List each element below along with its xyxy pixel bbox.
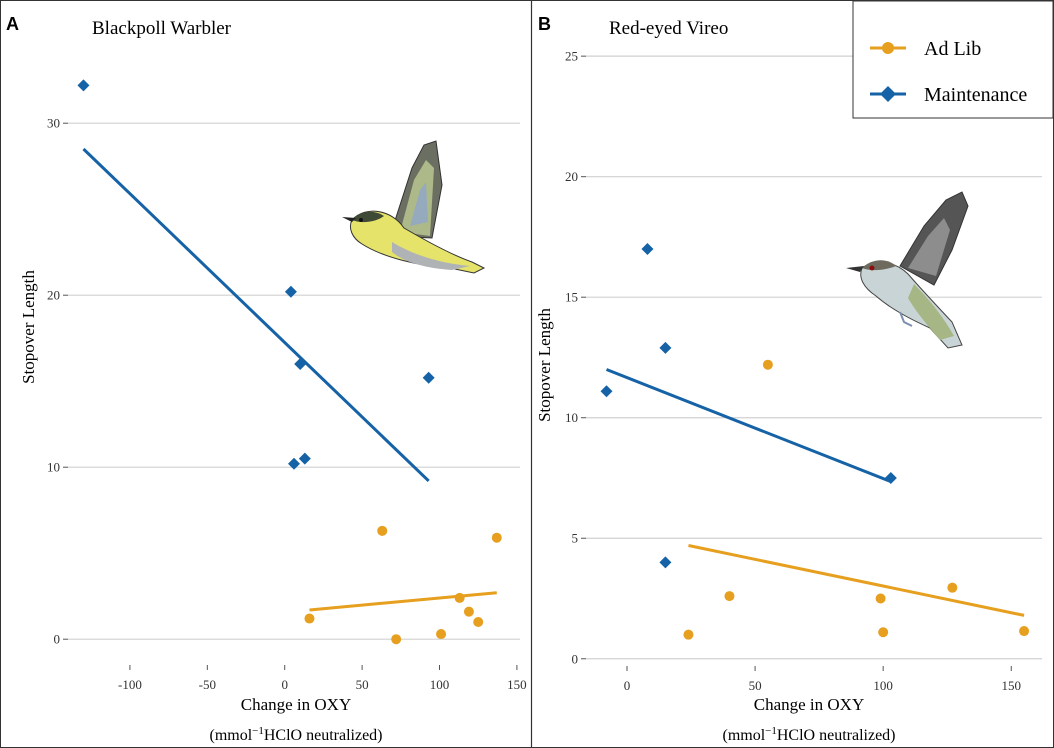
points-a (77, 79, 502, 645)
x-tick-label-a: 100 (430, 677, 450, 692)
y-tick-label-b: 10 (565, 410, 578, 425)
ticks-b: 0 5 10 15 20 25 0 50 100 150 (565, 49, 1021, 693)
point-maintenance-a (422, 371, 435, 384)
x-axis-unit-b: (mmol−1HClO neutralized) (722, 725, 895, 744)
point-maintenance-a (294, 358, 307, 370)
chart-title-b: Red-eyed Vireo (609, 18, 728, 39)
red-eyed-vireo-illustration (846, 191, 969, 349)
x-tick-label-a: 50 (356, 677, 369, 692)
y-tick-label-a: 0 (54, 632, 61, 647)
point-ad-lib-b (878, 627, 889, 638)
point-ad-lib-a (491, 532, 502, 543)
point-ad-lib-a (391, 634, 402, 645)
point-ad-lib-a (304, 613, 315, 624)
x-axis-label-b: Change in OXY (754, 695, 864, 714)
point-ad-lib-b (724, 591, 735, 602)
panel-letter-a: A (6, 14, 19, 34)
x-tick-label-b: 150 (1002, 678, 1022, 693)
legend: Ad Lib Maintenance (852, 0, 1054, 119)
point-maintenance-a (288, 457, 300, 470)
x-tick-label-a: 0 (281, 677, 288, 692)
point-maintenance-b (659, 341, 672, 354)
fit-line-ad-lib-a (309, 591, 497, 612)
legend-label-maintenance: Maintenance (924, 84, 1027, 106)
point-ad-lib-a (473, 617, 484, 627)
panel-a: A Blackpoll Warbler Stopover Length Chan… (6, 14, 527, 744)
point-ad-lib-a (463, 606, 474, 617)
point-maintenance-b (884, 471, 897, 484)
point-ad-lib-b (683, 629, 694, 640)
x-tick-label-b: 100 (873, 678, 893, 693)
legend-marker-maintenance (880, 86, 896, 102)
blackpoll-warbler-illustration (342, 140, 486, 274)
points-b (600, 242, 1030, 640)
point-ad-lib-b (1019, 626, 1030, 637)
point-ad-lib-a (377, 525, 388, 536)
legend-item-ad-lib: Ad Lib (870, 38, 981, 60)
x-tick-label-a: -100 (118, 677, 142, 692)
fit-line-maintenance-a (82, 147, 430, 483)
y-tick-label-b: 25 (565, 49, 578, 64)
y-tick-label-b: 0 (572, 651, 579, 666)
point-ad-lib-b (762, 359, 773, 370)
x-tick-label-b: 50 (749, 678, 762, 693)
point-maintenance-a (284, 285, 297, 298)
x-tick-label-a: -50 (199, 677, 216, 692)
chart-title-a: Blackpoll Warbler (92, 18, 232, 39)
y-tick-label-b: 5 (572, 531, 579, 546)
fit-line-ad-lib-b (688, 544, 1025, 617)
point-maintenance-a (77, 79, 90, 92)
y-axis-label-b: Stopover Length (535, 308, 554, 422)
panel-b: B Red-eyed Vireo Stopover Length Change … (535, 14, 1042, 744)
fit-lines-b (605, 368, 1025, 617)
point-maintenance-a (298, 452, 311, 465)
point-maintenance-b (659, 556, 672, 569)
legend-marker-ad-lib (882, 42, 894, 54)
point-maintenance-b (641, 242, 654, 255)
point-ad-lib-a (436, 629, 447, 640)
legend-item-maintenance: Maintenance (870, 84, 1027, 106)
point-ad-lib-b (947, 582, 958, 593)
point-ad-lib-a (454, 592, 465, 603)
legend-box (852, 0, 1054, 119)
panel-letter-b: B (538, 14, 551, 34)
ticks-a: 0 10 20 30 -100 -50 0 50 100 150 (47, 116, 527, 692)
fit-lines-a (82, 147, 497, 612)
legend-label-ad-lib: Ad Lib (924, 38, 981, 60)
x-tick-label-a: 150 (507, 677, 527, 692)
point-maintenance-b (600, 385, 613, 398)
y-axis-label-a: Stopover Length (19, 270, 38, 384)
y-tick-label-a: 10 (47, 460, 60, 475)
x-axis-unit-a: (mmol−1HClO neutralized) (209, 725, 382, 744)
x-tick-label-b: 0 (624, 678, 631, 693)
y-tick-label-a: 20 (47, 288, 60, 303)
fit-line-maintenance-b (605, 368, 892, 483)
point-ad-lib-b (875, 593, 886, 604)
y-tick-label-b: 15 (565, 290, 578, 305)
x-axis-label-a: Change in OXY (241, 695, 351, 714)
y-tick-label-a: 30 (47, 116, 60, 131)
y-tick-label-b: 20 (565, 169, 578, 184)
